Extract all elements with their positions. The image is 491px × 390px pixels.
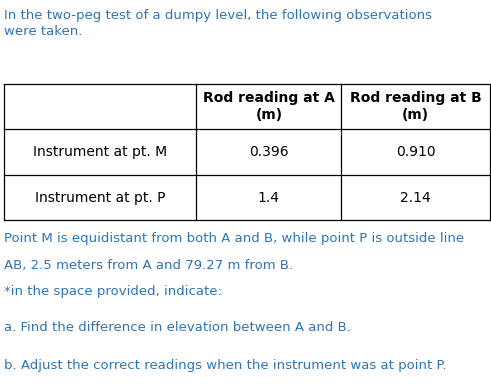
Text: In the two-peg test of a dumpy level, the following observations: In the two-peg test of a dumpy level, th… — [4, 9, 432, 21]
Text: *in the space provided, indicate:: *in the space provided, indicate: — [4, 285, 222, 298]
Text: 1.4: 1.4 — [258, 191, 280, 205]
Text: Rod reading at B
(m): Rod reading at B (m) — [350, 91, 482, 122]
Text: Point M is equidistant from both A and B, while point P is outside line: Point M is equidistant from both A and B… — [4, 232, 464, 245]
Text: AB, 2.5 meters from A and 79.27 m from B.: AB, 2.5 meters from A and 79.27 m from B… — [4, 259, 293, 271]
Text: 0.396: 0.396 — [249, 145, 289, 159]
Text: a. Find the difference in elevation between A and B.: a. Find the difference in elevation betw… — [4, 321, 351, 333]
Text: were taken.: were taken. — [4, 25, 82, 38]
Text: Instrument at pt. P: Instrument at pt. P — [35, 191, 165, 205]
Text: 2.14: 2.14 — [400, 191, 431, 205]
Text: b. Adjust the correct readings when the instrument was at point P.: b. Adjust the correct readings when the … — [4, 359, 446, 372]
Text: Rod reading at A
(m): Rod reading at A (m) — [203, 91, 335, 122]
Text: Instrument at pt. M: Instrument at pt. M — [33, 145, 167, 159]
Text: 0.910: 0.910 — [396, 145, 436, 159]
